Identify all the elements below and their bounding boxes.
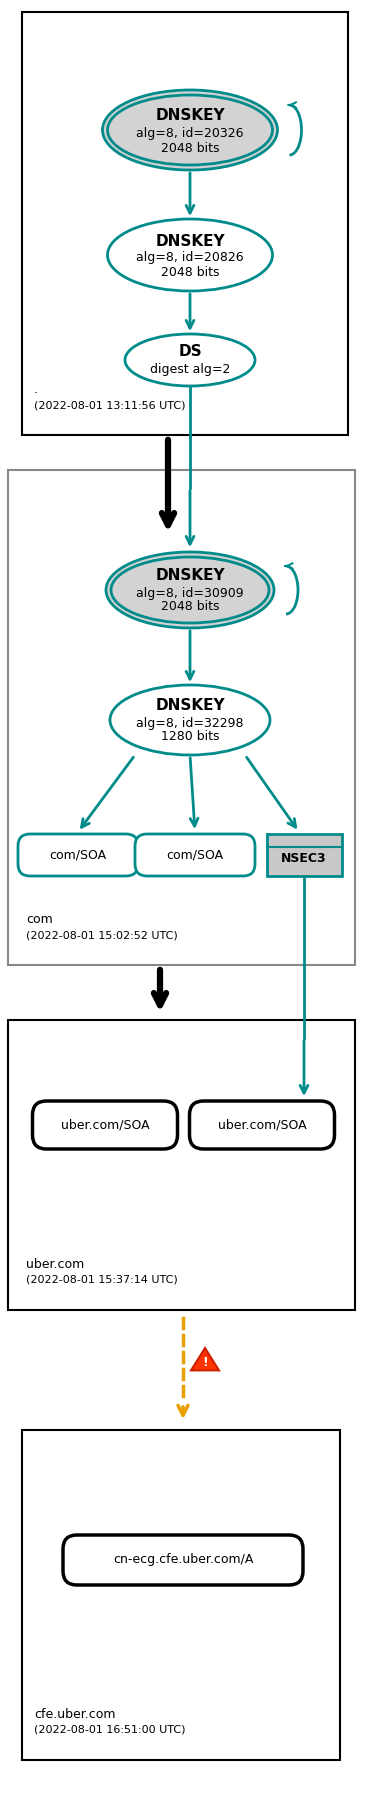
Text: (2022-08-01 16:51:00 UTC): (2022-08-01 16:51:00 UTC) (34, 1725, 185, 1736)
Text: .: . (34, 384, 38, 396)
Text: NSEC3: NSEC3 (281, 852, 327, 866)
Ellipse shape (125, 333, 255, 385)
Text: 2048 bits: 2048 bits (161, 601, 219, 613)
Text: uber.com/SOA: uber.com/SOA (61, 1119, 149, 1131)
Text: com/SOA: com/SOA (49, 848, 107, 861)
FancyBboxPatch shape (32, 1101, 177, 1149)
FancyBboxPatch shape (18, 834, 138, 877)
Text: uber.com/SOA: uber.com/SOA (218, 1119, 306, 1131)
Ellipse shape (108, 219, 273, 290)
Text: uber.com: uber.com (26, 1259, 84, 1271)
Text: alg=8, id=20326: alg=8, id=20326 (136, 127, 244, 140)
Text: DNSKEY: DNSKEY (155, 109, 225, 124)
Text: cfe.uber.com: cfe.uber.com (34, 1709, 115, 1721)
Ellipse shape (110, 685, 270, 755)
Text: DNSKEY: DNSKEY (155, 699, 225, 714)
Text: alg=8, id=20826: alg=8, id=20826 (136, 251, 244, 265)
Text: digest alg=2: digest alg=2 (150, 362, 230, 375)
Text: alg=8, id=30909: alg=8, id=30909 (136, 586, 244, 599)
Text: DS: DS (178, 344, 202, 360)
Text: DNSKEY: DNSKEY (155, 568, 225, 583)
Bar (8, 470, 355, 965)
Text: cn-ecg.cfe.uber.com/A: cn-ecg.cfe.uber.com/A (113, 1553, 253, 1567)
Ellipse shape (106, 552, 274, 628)
FancyBboxPatch shape (135, 834, 255, 877)
Text: DNSKEY: DNSKEY (155, 233, 225, 249)
Text: (2022-08-01 13:11:56 UTC): (2022-08-01 13:11:56 UTC) (34, 400, 185, 411)
Bar (22, 13, 348, 436)
Text: 2048 bits: 2048 bits (161, 265, 219, 278)
Text: (2022-08-01 15:02:52 UTC): (2022-08-01 15:02:52 UTC) (26, 931, 178, 940)
Text: 1280 bits: 1280 bits (161, 730, 219, 744)
Bar (266, 834, 342, 877)
Text: 2048 bits: 2048 bits (161, 142, 219, 154)
Ellipse shape (103, 90, 277, 170)
Bar (22, 1431, 340, 1761)
FancyBboxPatch shape (63, 1535, 303, 1585)
Text: alg=8, id=32298: alg=8, id=32298 (136, 717, 244, 730)
Text: com/SOA: com/SOA (166, 848, 223, 861)
Bar (8, 1020, 355, 1311)
Text: com: com (26, 913, 53, 925)
Text: !: ! (202, 1357, 208, 1370)
Text: (2022-08-01 15:37:14 UTC): (2022-08-01 15:37:14 UTC) (26, 1275, 178, 1286)
FancyBboxPatch shape (189, 1101, 334, 1149)
Polygon shape (191, 1348, 219, 1370)
